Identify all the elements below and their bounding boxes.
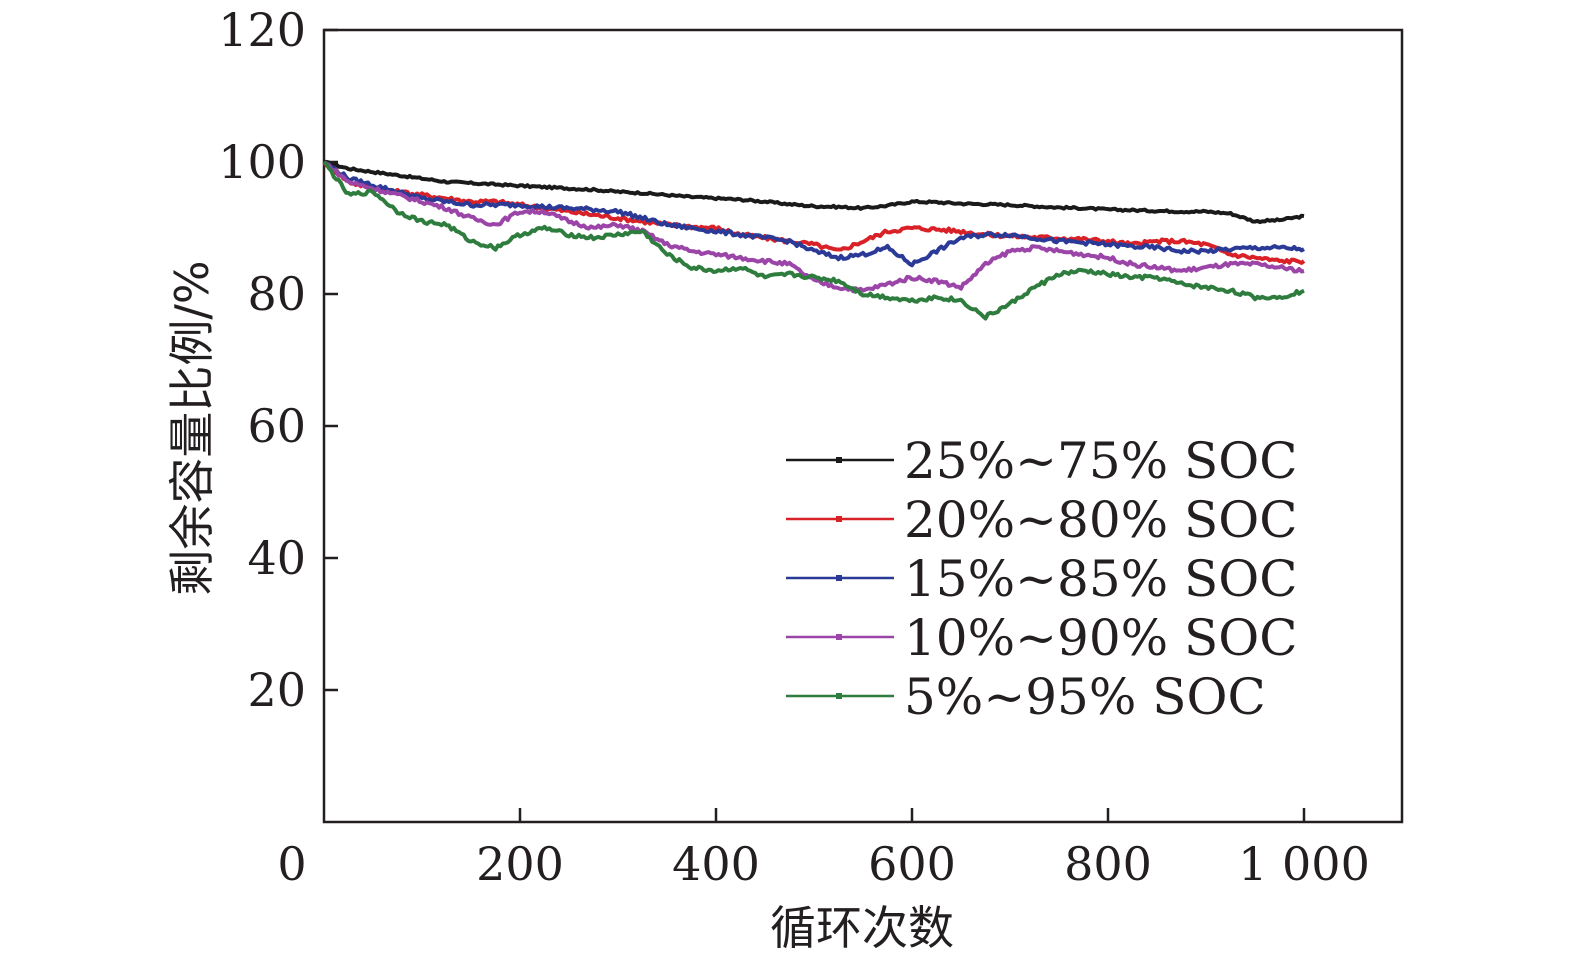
y-axis: 20 40 60 80 100 120 [218,3,338,717]
legend-swatch-marker [836,634,842,640]
x-tick-label: 600 [868,837,956,891]
y-tick-label: 120 [218,3,306,57]
series-line [322,160,1306,265]
x-axis-title: 循环次数 [770,901,954,955]
legend-label: 10%~90% SOC [904,609,1298,667]
x-tick-label: 800 [1064,837,1152,891]
x-tick-label: 400 [672,837,760,891]
x-tick-label: 200 [476,837,564,891]
series-lines [322,159,1306,321]
legend-swatch-marker [836,516,842,522]
legend-label: 20%~80% SOC [904,491,1298,549]
y-axis-title: 剩余容量比例/% [165,260,219,595]
y-tick-label: 100 [218,135,306,189]
legend-swatch-marker [836,457,842,463]
legend-swatch-marker [836,575,842,581]
series-line [322,160,1305,268]
y-tick-label: 40 [247,531,306,585]
series-line [323,159,1305,225]
legend-label: 25%~75% SOC [904,432,1298,490]
y-tick-label: 60 [247,399,306,453]
series-line [322,160,1305,294]
x-tick-label: 0 [277,837,306,891]
legend-label: 5%~95% SOC [904,668,1266,726]
y-tick-label: 20 [247,663,306,717]
series-line [322,160,1305,321]
legend-label: 15%~85% SOC [904,550,1298,608]
y-tick-label: 80 [247,267,306,321]
x-axis: 0 200 400 600 800 1 000 [277,808,1370,891]
x-tick-label: 1 000 [1238,837,1370,891]
legend-swatch-marker [836,693,842,699]
